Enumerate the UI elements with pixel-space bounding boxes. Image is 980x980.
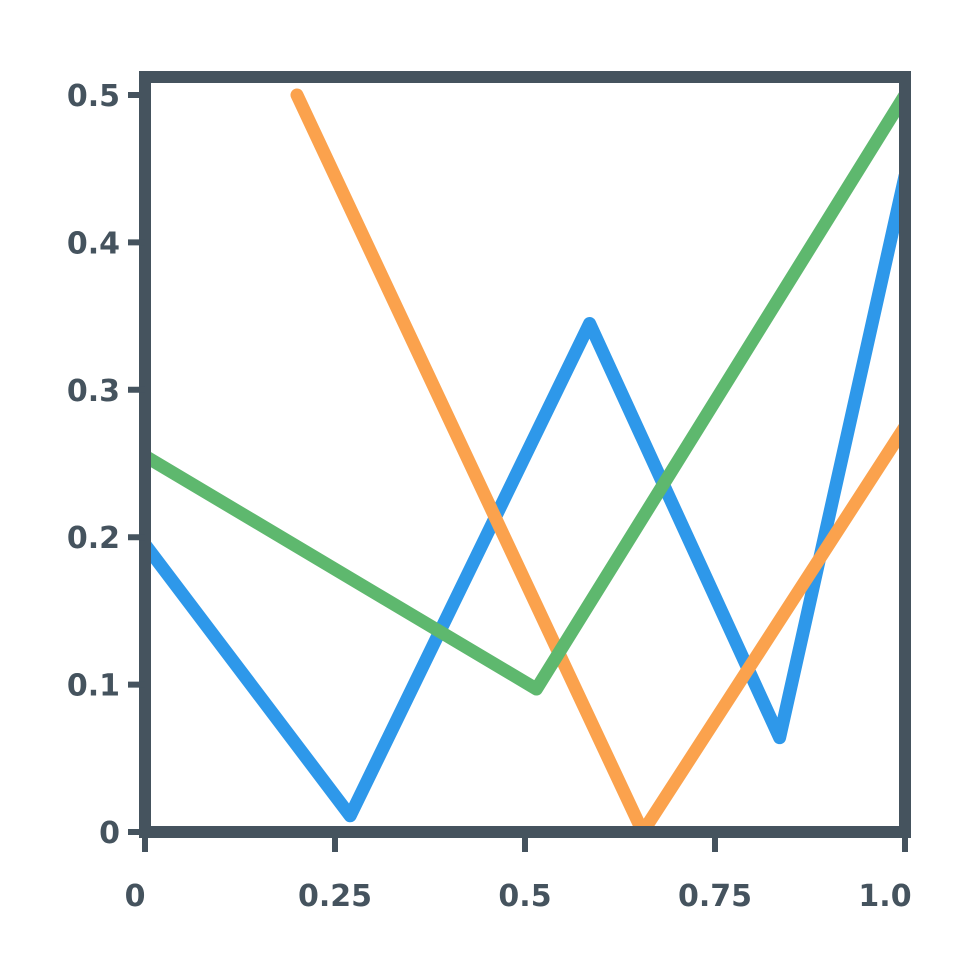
y-tick-label: 0.4 bbox=[67, 226, 120, 261]
y-tick-label: 0.1 bbox=[67, 669, 120, 704]
x-tick-label: 0.5 bbox=[498, 879, 551, 914]
label-layer: 0 0.1 0.2 0.3 0.4 0.5 0 0.25 0.5 0.75 1.0 bbox=[67, 79, 912, 914]
x-tick-label: 0.25 bbox=[298, 879, 372, 914]
y-tick-label: 0 bbox=[99, 816, 120, 851]
x-tick-label: 1.0 bbox=[858, 879, 911, 914]
series-line-3 bbox=[145, 88, 905, 696]
y-tick-label: 0.3 bbox=[67, 374, 120, 409]
x-tick-label: 0.75 bbox=[678, 879, 752, 914]
y-tick-label: 0.2 bbox=[67, 521, 120, 556]
x-tick-label: 0 bbox=[125, 879, 146, 914]
tick-layer bbox=[128, 92, 908, 852]
y-tick-label: 0.5 bbox=[67, 79, 120, 114]
series-line-2 bbox=[290, 88, 905, 832]
series-layer bbox=[145, 88, 905, 832]
